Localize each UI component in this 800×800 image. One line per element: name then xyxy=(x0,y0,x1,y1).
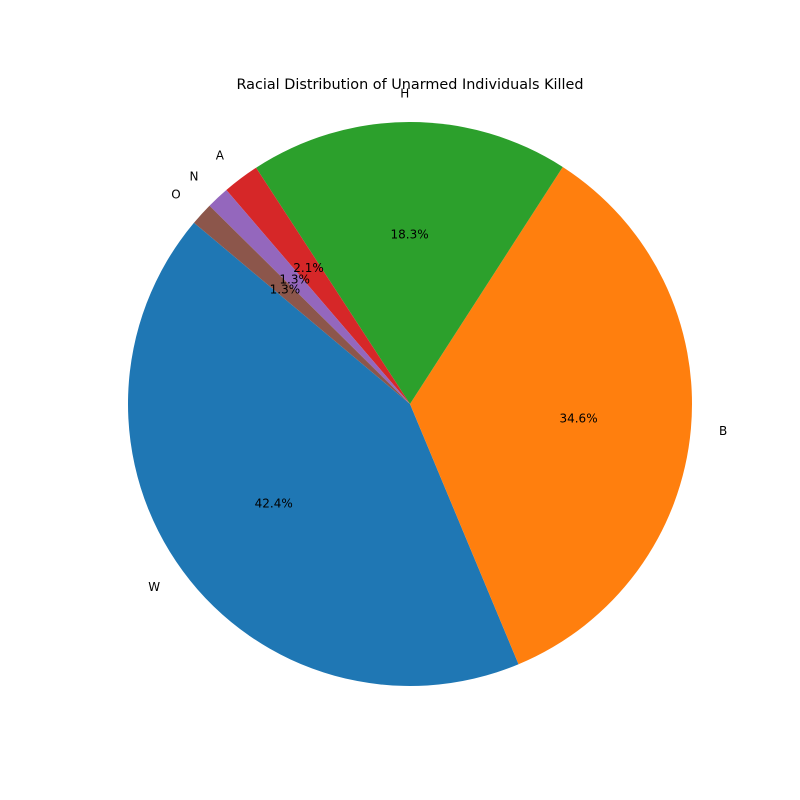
percentage-labels: 42.4%34.6%18.3%2.1%1.3%1.3% xyxy=(255,227,598,510)
percentage-label-o: 1.3% xyxy=(270,283,301,297)
pie-slice-h xyxy=(256,121,563,404)
category-label-n: N xyxy=(190,170,199,184)
category-label-w: W xyxy=(148,580,160,594)
pie-slices xyxy=(127,121,692,686)
percentage-label-a: 2.1% xyxy=(293,261,324,275)
pie-slice-w xyxy=(127,222,519,686)
chart-title: Racial Distribution of Unarmed Individua… xyxy=(236,77,583,93)
pie-slice-o xyxy=(193,205,410,404)
category-labels: W B H A NO xyxy=(148,86,727,594)
category-label-o: O xyxy=(171,188,180,202)
pie-slice-n xyxy=(209,190,410,404)
percentage-label-h: 18.3% xyxy=(391,227,429,241)
percentage-label-w: 42.4% xyxy=(255,497,293,511)
percentage-label-n: 1.3% xyxy=(279,273,310,287)
category-label-b: B xyxy=(719,424,727,438)
pie-slice-b xyxy=(410,166,692,665)
category-label-h: H xyxy=(400,86,409,100)
category-label-a: A xyxy=(216,148,225,162)
pie-slice-a xyxy=(226,167,410,404)
percentage-label-b: 34.6% xyxy=(559,411,597,425)
